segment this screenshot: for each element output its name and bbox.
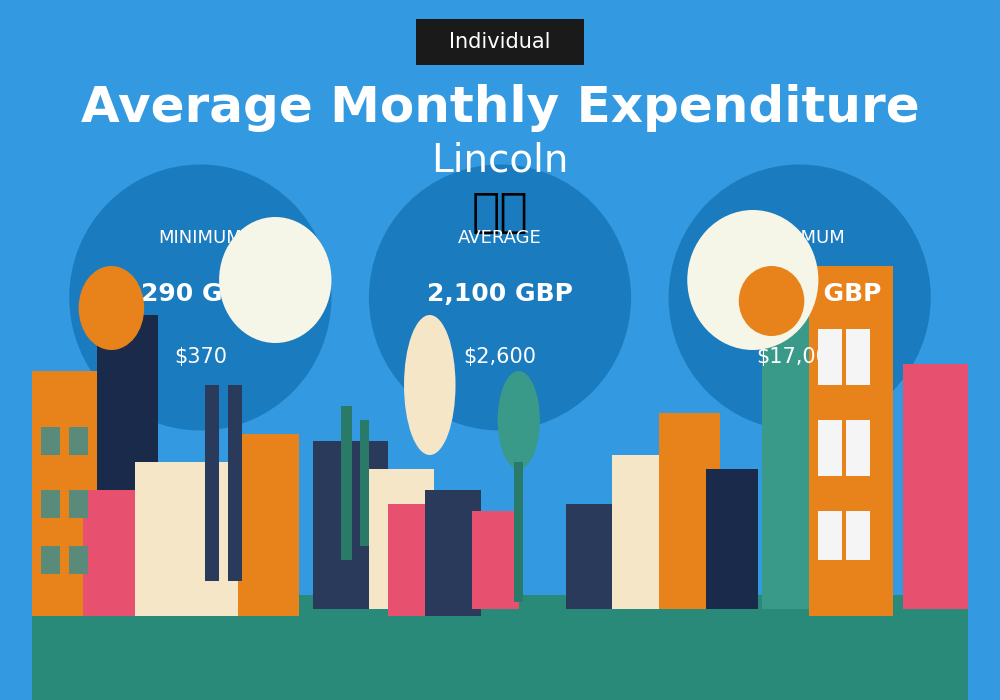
Bar [341, 406, 352, 560]
Ellipse shape [69, 164, 331, 430]
Bar [846, 511, 870, 560]
Bar [228, 385, 242, 581]
Bar [69, 427, 88, 455]
Bar [41, 427, 60, 455]
FancyBboxPatch shape [416, 19, 584, 65]
Bar [41, 546, 60, 574]
Bar [69, 490, 88, 518]
Text: MINIMUM: MINIMUM [158, 229, 242, 247]
Text: $17,000: $17,000 [757, 347, 843, 367]
Bar [846, 420, 870, 476]
Bar [205, 385, 219, 581]
Text: $370: $370 [174, 347, 227, 367]
Bar [313, 441, 388, 609]
Text: 14,000 GBP: 14,000 GBP [718, 282, 881, 306]
Text: 290 GBP: 290 GBP [141, 282, 260, 306]
Bar [32, 595, 968, 700]
Bar [41, 490, 60, 518]
Text: Individual: Individual [449, 32, 551, 52]
Bar [846, 329, 870, 385]
Bar [191, 462, 257, 616]
Bar [566, 504, 622, 609]
Bar [135, 462, 200, 616]
Bar [32, 371, 97, 616]
Text: MAXIMUM: MAXIMUM [755, 229, 845, 247]
Text: 🇬🇧: 🇬🇧 [472, 191, 528, 236]
Bar [809, 266, 893, 616]
Bar [762, 315, 814, 609]
Ellipse shape [669, 164, 931, 430]
Bar [706, 469, 758, 609]
Bar [360, 420, 369, 546]
Ellipse shape [369, 164, 631, 430]
Bar [818, 511, 842, 560]
Bar [69, 546, 88, 574]
Ellipse shape [687, 210, 818, 350]
Bar [83, 490, 149, 616]
Bar [425, 490, 481, 616]
Text: $2,600: $2,600 [464, 347, 536, 367]
Bar [97, 315, 158, 609]
Text: 2,100 GBP: 2,100 GBP [427, 282, 573, 306]
Bar [659, 413, 720, 609]
Text: AVERAGE: AVERAGE [458, 229, 542, 247]
Text: Average Monthly Expenditure: Average Monthly Expenditure [81, 85, 919, 132]
Bar [903, 364, 968, 609]
Ellipse shape [739, 266, 804, 336]
Ellipse shape [79, 266, 144, 350]
Ellipse shape [404, 315, 456, 455]
Bar [32, 371, 97, 616]
Bar [818, 329, 842, 385]
Bar [388, 504, 444, 616]
Text: Lincoln: Lincoln [431, 142, 569, 180]
Bar [612, 455, 664, 609]
Bar [818, 420, 842, 476]
Bar [238, 434, 299, 616]
Bar [514, 462, 523, 602]
Ellipse shape [219, 217, 331, 343]
Bar [472, 511, 519, 609]
Ellipse shape [498, 371, 540, 469]
Bar [369, 469, 434, 609]
